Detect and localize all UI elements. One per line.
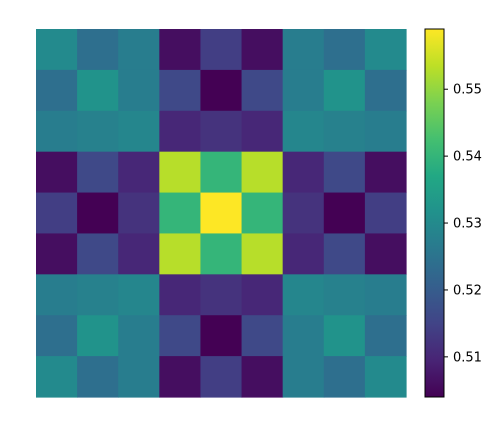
heatmap-cell	[364, 69, 407, 112]
heatmap-cell	[77, 29, 119, 71]
heatmap-cell	[77, 233, 119, 275]
heatmap-cell	[36, 29, 78, 71]
heatmap-cell	[241, 315, 284, 357]
heatmap-cell	[323, 69, 366, 112]
heatmap-cell	[200, 233, 243, 275]
heatmap-cell	[77, 356, 119, 398]
heatmap-cell	[118, 356, 160, 398]
colorbar-tick-label: 0.51	[453, 350, 482, 365]
heatmap-cell	[159, 233, 202, 275]
heatmap-cell	[323, 151, 366, 194]
heatmap-cell	[200, 110, 243, 153]
heatmap-cell	[36, 233, 78, 275]
heatmap-cell	[241, 274, 284, 316]
colorbar-tick-label: 0.55	[453, 83, 482, 98]
heatmap-cell	[159, 69, 202, 112]
heatmap-cell	[241, 192, 284, 235]
colorbar-tick-label: 0.54	[453, 150, 482, 165]
heatmap-cell	[200, 151, 243, 194]
heatmap-cell	[200, 315, 243, 357]
heatmap-cell	[159, 192, 202, 235]
heatmap-cell	[118, 110, 160, 153]
heatmap-cell	[282, 110, 325, 153]
colorbar-ticks: 0.51 0.52 0.53 0.54 0.55	[444, 83, 482, 365]
heatmap-cell	[364, 274, 407, 316]
colorbar-tick-label: 0.53	[453, 217, 482, 232]
heatmap-cell	[282, 233, 325, 275]
colorbar: 0.51 0.52 0.53 0.54 0.55	[424, 28, 482, 398]
heatmap-cell	[200, 356, 243, 398]
heatmap-cell	[77, 151, 119, 194]
heatmap-cell	[241, 69, 284, 112]
heatmap-cell	[77, 274, 119, 316]
heatmap-cell	[364, 356, 407, 398]
heatmap-cell	[118, 192, 160, 235]
heatmap-cell	[323, 233, 366, 275]
heatmap-cell	[200, 69, 243, 112]
colorbar-gradient	[425, 29, 444, 397]
heatmap-cell	[323, 274, 366, 316]
heatmap-cell	[36, 192, 78, 235]
heatmap-cell	[200, 274, 243, 316]
heatmap-cell	[118, 151, 160, 194]
heatmap-cell	[200, 192, 243, 235]
heatmap-cell	[241, 151, 284, 194]
heatmap-cell	[77, 110, 119, 153]
heatmap-cell	[159, 274, 202, 316]
heatmap-cell	[77, 69, 119, 112]
heatmap-cell	[241, 110, 284, 153]
heatmap-cell	[323, 110, 366, 153]
heatmap-cell	[282, 192, 325, 235]
heatmap-cell	[241, 29, 284, 71]
heatmap-cell	[36, 69, 78, 112]
heatmap-cell	[159, 110, 202, 153]
heatmap-cell	[159, 315, 202, 357]
heatmap-cell	[36, 356, 78, 398]
heatmap-cell	[77, 315, 119, 357]
heatmap-cell	[77, 192, 119, 235]
heatmap-cell	[323, 315, 366, 357]
heatmap-cell	[364, 29, 407, 71]
heatmap-cell	[282, 274, 325, 316]
heatmap-cell	[118, 315, 160, 357]
heatmap-cell	[118, 69, 160, 112]
heatmap-cell	[364, 233, 407, 275]
heatmap-cell	[159, 151, 202, 194]
heatmap-cell	[36, 110, 78, 153]
heatmap-cell	[36, 315, 78, 357]
heatmap-cell	[36, 274, 78, 316]
heatmap-cell	[241, 356, 284, 398]
heatmap-cell	[36, 151, 78, 194]
heatmap-cell	[323, 29, 366, 71]
heatmap-cell	[364, 151, 407, 194]
heatmap-cell	[323, 356, 366, 398]
heatmap-cell	[241, 233, 284, 275]
heatmap-cell	[200, 29, 243, 71]
heatmap-cell	[118, 233, 160, 275]
heatmap-cell	[364, 192, 407, 235]
heatmap-cell	[282, 315, 325, 357]
heatmap-cell	[159, 356, 202, 398]
heatmap-cell	[282, 356, 325, 398]
heatmap-cell	[364, 315, 407, 357]
heatmap-cell	[323, 192, 366, 235]
heatmap-cell	[282, 69, 325, 112]
heatmap-cell	[118, 274, 160, 316]
heatmap-cell	[364, 110, 407, 153]
colorbar-tick-label: 0.52	[453, 283, 482, 298]
heatmap-cell	[118, 29, 160, 71]
heatmap-cell	[282, 151, 325, 194]
heatmap-cell	[159, 29, 202, 71]
heatmap-cell	[282, 29, 325, 71]
colorbar-frame	[424, 28, 445, 398]
heatmap-cells	[36, 29, 407, 398]
